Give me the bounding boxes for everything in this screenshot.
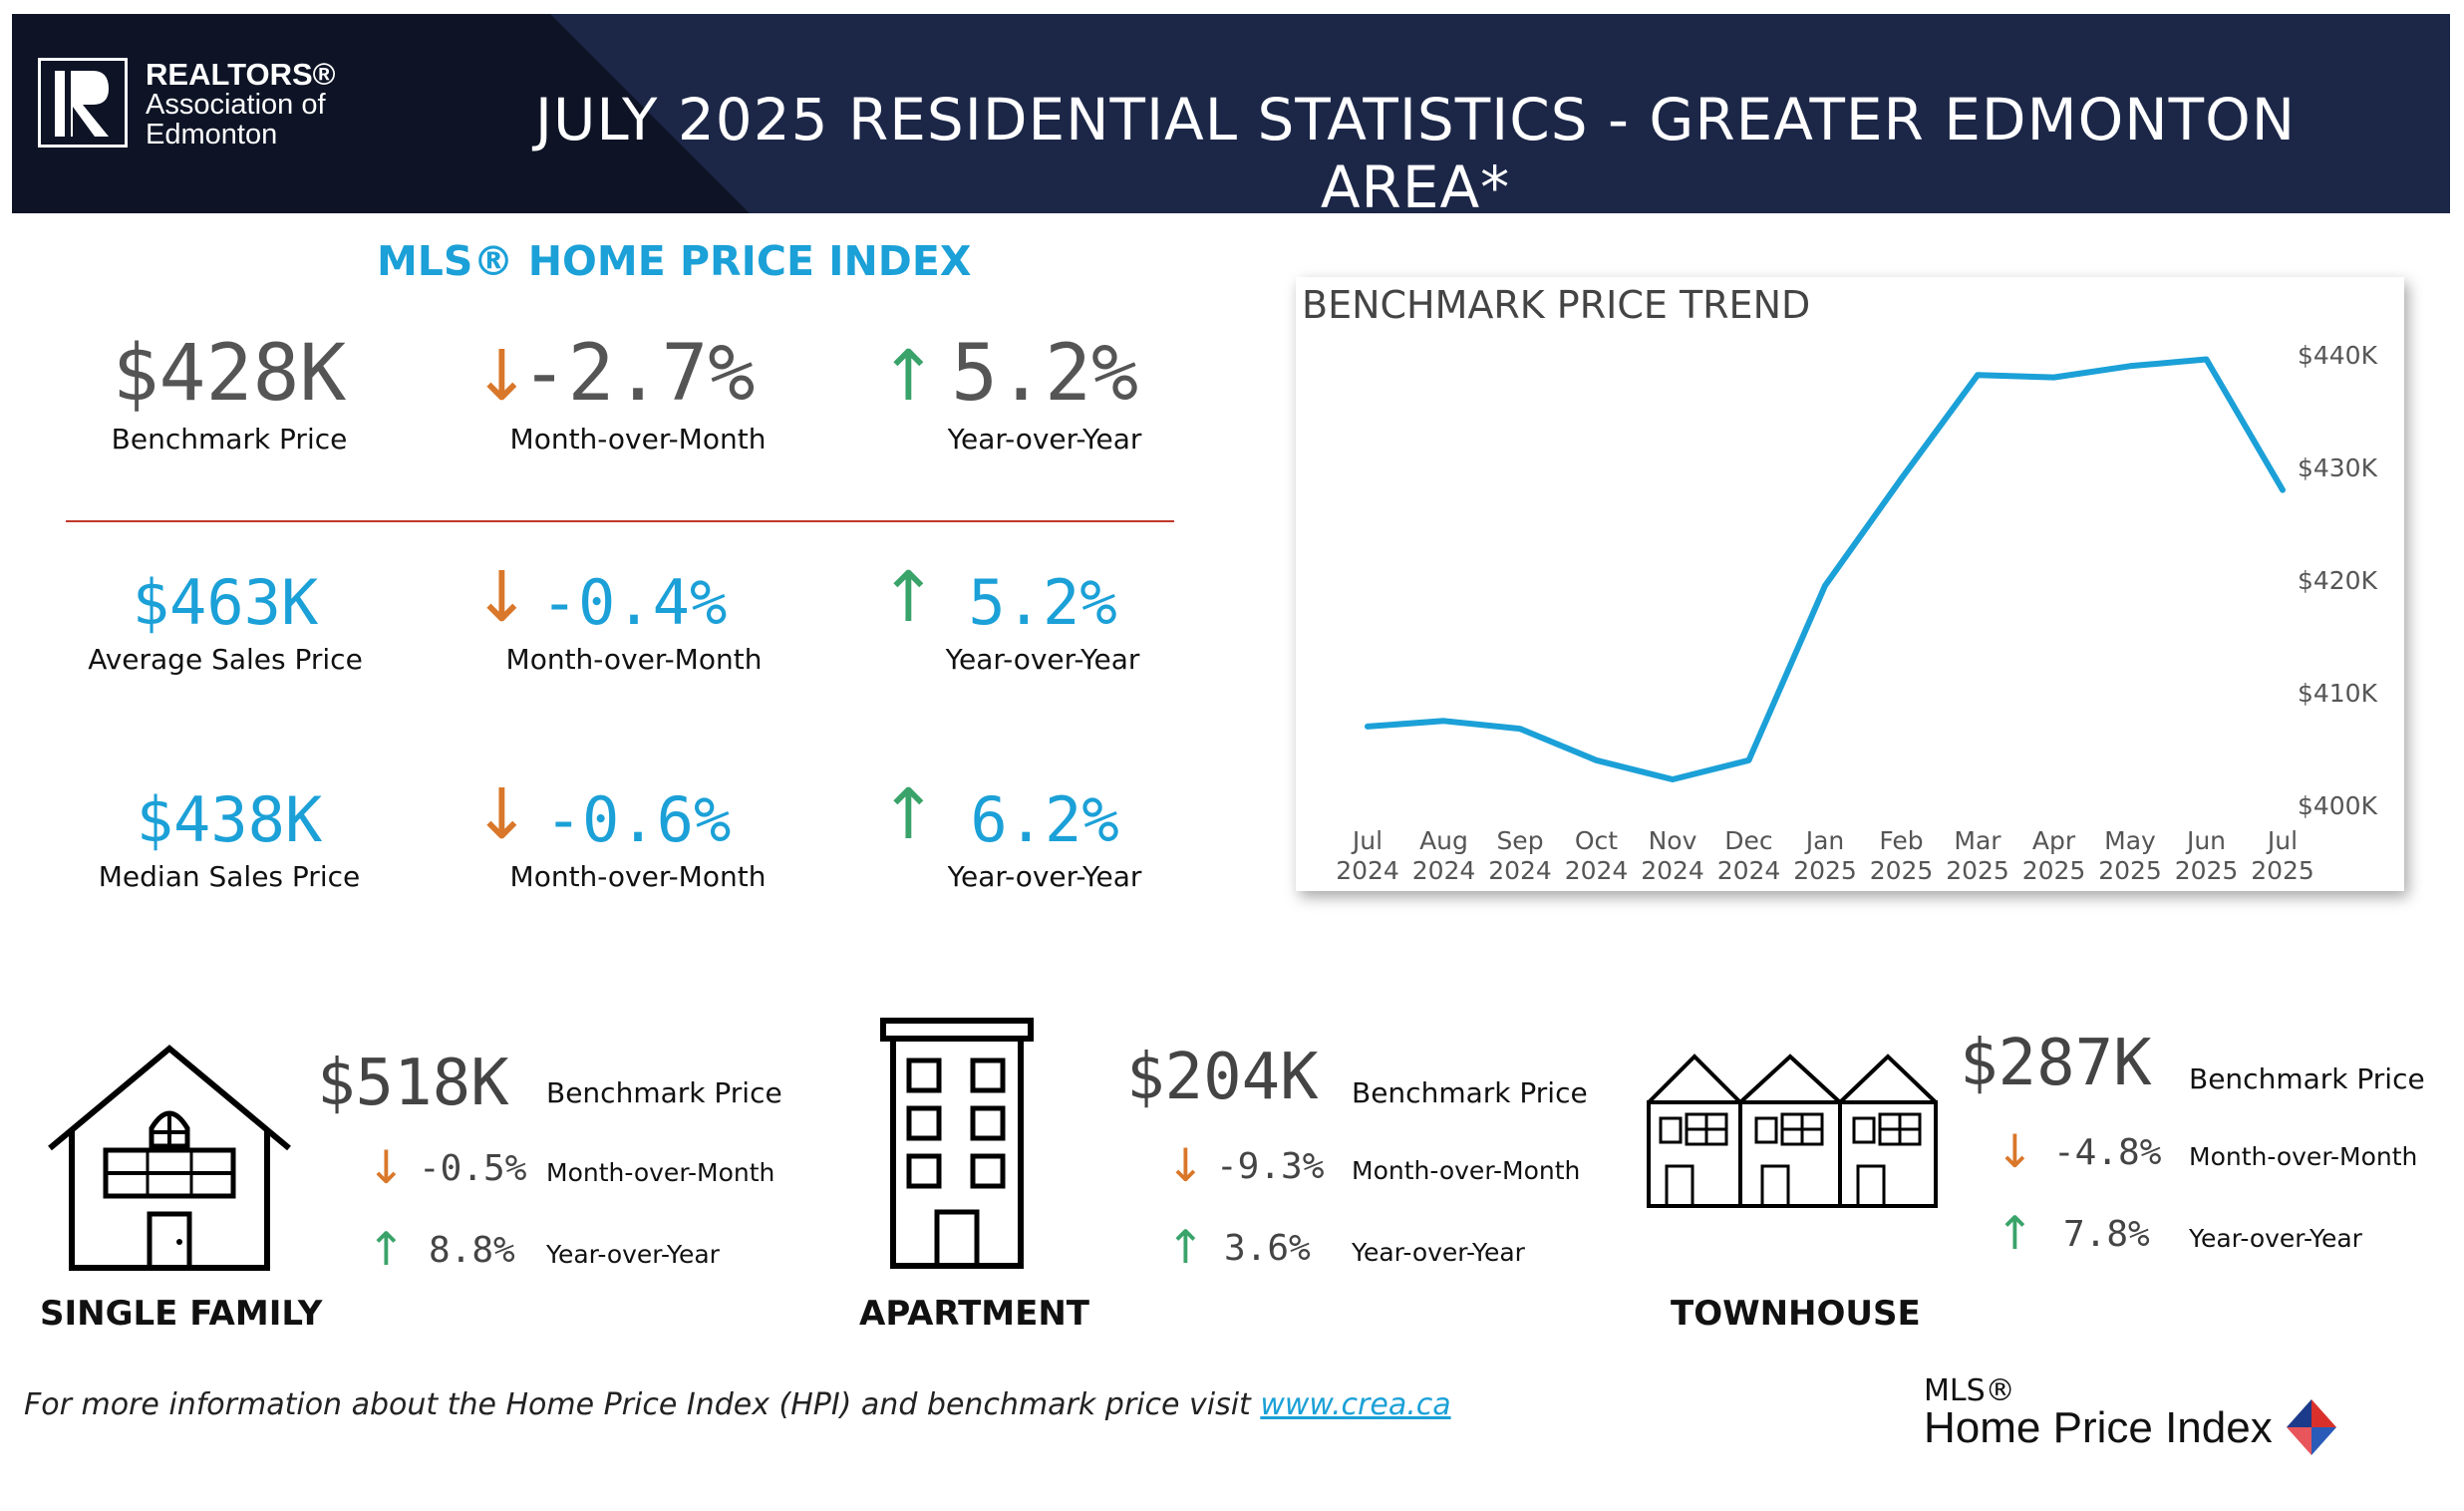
average-yoy-label: Year-over-Year [945, 643, 1140, 676]
benchmark-series-line [1365, 356, 2286, 782]
org-logo-text: REALTORS® Association of Edmonton [146, 57, 336, 151]
page-title: JULY 2025 RESIDENTIAL STATISTICS - GREAT… [534, 86, 2297, 221]
median-price-value: $438K [136, 783, 323, 856]
townhouse-icon [1647, 1054, 1938, 1208]
average-price-label: Average Sales Price [88, 643, 363, 676]
footer-note-text: For more information about the Home Pric… [24, 1387, 1261, 1422]
townhouse-yoy-label: Year-over-Year [2189, 1224, 2362, 1253]
townhouse-price-label: Benchmark Price [2189, 1062, 2425, 1095]
org-name-line3: Edmonton [146, 119, 278, 151]
single-family-price-label: Benchmark Price [546, 1076, 782, 1109]
x-tick-label: Aug 2024 [1412, 826, 1476, 885]
benchmark-mom-label: Month-over-Month [509, 423, 767, 455]
x-tick-label: Jan 2025 [1793, 826, 1857, 885]
down-arrow-icon: ↓ [1166, 1138, 1205, 1192]
y-tick-label: $410K [2298, 679, 2378, 708]
apartment-title: APARTMENT [859, 1294, 1089, 1334]
apartment-mom-label: Month-over-Month [1352, 1156, 1581, 1185]
average-mom-value: -0.4% [540, 566, 728, 639]
house-icon [48, 1045, 291, 1271]
benchmark-yoy-label: Year-over-Year [947, 423, 1142, 455]
benchmark-price-stat: $428K Benchmark Price [70, 329, 389, 455]
up-arrow-icon: ↑ [879, 556, 938, 638]
down-arrow-icon: ↓ [1996, 1124, 2034, 1178]
x-tick-label: Sep 2024 [1488, 826, 1552, 885]
up-arrow-icon: ↑ [1996, 1206, 2034, 1260]
y-tick-label: $400K [2298, 791, 2378, 820]
average-price-value: $463K [132, 566, 319, 639]
average-price-stat: $463K Average Sales Price [66, 566, 385, 676]
y-tick-label: $440K [2298, 341, 2378, 370]
single-family-yoy: 8.8% [429, 1230, 515, 1271]
benchmark-yoy-stat: 5.2% Year-over-Year [885, 329, 1204, 455]
x-tick-label: Feb 2025 [1870, 826, 1934, 885]
x-tick-label: Nov 2024 [1641, 826, 1704, 885]
townhouse-mom: -4.8% [2053, 1132, 2162, 1173]
benchmark-mom-value: -2.7% [520, 329, 756, 419]
median-mom-label: Month-over-Month [509, 860, 767, 893]
average-yoy-stat: 5.2% Year-over-Year [883, 566, 1202, 676]
apartment-mom: -9.3% [1216, 1146, 1325, 1187]
median-price-label: Median Sales Price [98, 860, 361, 893]
average-mom-label: Month-over-Month [505, 643, 763, 676]
section-divider [66, 520, 1174, 522]
apartment-building-icon [880, 1018, 1034, 1269]
up-arrow-icon: ↑ [879, 335, 938, 417]
up-arrow-icon: ↑ [1166, 1220, 1205, 1274]
single-family-mom: -0.5% [419, 1148, 527, 1189]
x-tick-label: Jul 2024 [1336, 826, 1399, 885]
single-family-yoy-label: Year-over-Year [546, 1240, 720, 1269]
median-yoy-label: Year-over-Year [947, 860, 1142, 893]
apartment-price: $204K [1126, 1041, 1319, 1114]
townhouse-price: $287K [1960, 1027, 2152, 1100]
apartment-yoy: 3.6% [1224, 1228, 1311, 1269]
x-tick-label: May 2025 [2098, 826, 2162, 885]
up-arrow-icon: ↑ [879, 773, 938, 855]
median-mom-stat: -0.6% Month-over-Month [478, 783, 797, 893]
y-tick-label: $430K [2298, 453, 2378, 482]
apartment-yoy-label: Year-over-Year [1352, 1238, 1525, 1267]
x-tick-label: Oct 2024 [1565, 826, 1629, 885]
benchmark-mom-stat: -2.7% Month-over-Month [478, 329, 797, 455]
median-yoy-stat: 6.2% Year-over-Year [885, 783, 1204, 893]
apartment-price-label: Benchmark Price [1352, 1076, 1588, 1109]
crea-link[interactable]: www.crea.ca [1260, 1387, 1451, 1422]
org-name-line2: Association of [146, 89, 326, 121]
x-tick-label: Jul 2025 [2251, 826, 2314, 885]
single-family-price: $518K [317, 1047, 509, 1120]
header-banner [12, 14, 2450, 213]
y-tick-label: $420K [2298, 566, 2378, 595]
townhouse-yoy: 7.8% [2063, 1214, 2150, 1255]
down-arrow-icon: ↓ [367, 1140, 406, 1194]
x-tick-label: Dec 2024 [1717, 826, 1781, 885]
mls-logo-sup: MLS® [1924, 1373, 2015, 1408]
hpi-heading: MLS® HOME PRICE INDEX [377, 237, 972, 285]
mls-logo-main: Home Price Index [1924, 1403, 2273, 1452]
down-arrow-icon: ↓ [472, 335, 531, 417]
median-yoy-value: 6.2% [970, 783, 1119, 856]
x-tick-label: Apr 2025 [2022, 826, 2086, 885]
average-yoy-value: 5.2% [968, 566, 1117, 639]
average-mom-stat: -0.4% Month-over-Month [474, 566, 793, 676]
single-family-mom-label: Month-over-Month [546, 1158, 775, 1187]
benchmark-price-value: $428K [112, 329, 347, 419]
down-arrow-icon: ↓ [472, 773, 531, 855]
up-arrow-icon: ↑ [367, 1222, 406, 1276]
mls-diamond-logo-icon [2287, 1399, 2336, 1455]
down-arrow-icon: ↓ [472, 556, 531, 638]
townhouse-title: TOWNHOUSE [1671, 1294, 1921, 1334]
median-mom-value: -0.6% [544, 783, 732, 856]
benchmark-yoy-value: 5.2% [951, 329, 1138, 419]
x-tick-label: Jun 2025 [2175, 826, 2239, 885]
x-tick-label: Mar 2025 [1946, 826, 2009, 885]
org-name-line1: REALTORS® [146, 57, 336, 92]
realtors-logo-icon [38, 58, 128, 148]
chart-title: BENCHMARK PRICE TREND [1302, 283, 1811, 327]
footer-note: For more information about the Home Pric… [24, 1387, 1451, 1422]
single-family-title: SINGLE FAMILY [40, 1294, 323, 1334]
benchmark-price-label: Benchmark Price [111, 423, 348, 455]
median-price-stat: $438K Median Sales Price [70, 783, 389, 893]
townhouse-mom-label: Month-over-Month [2189, 1142, 2418, 1171]
